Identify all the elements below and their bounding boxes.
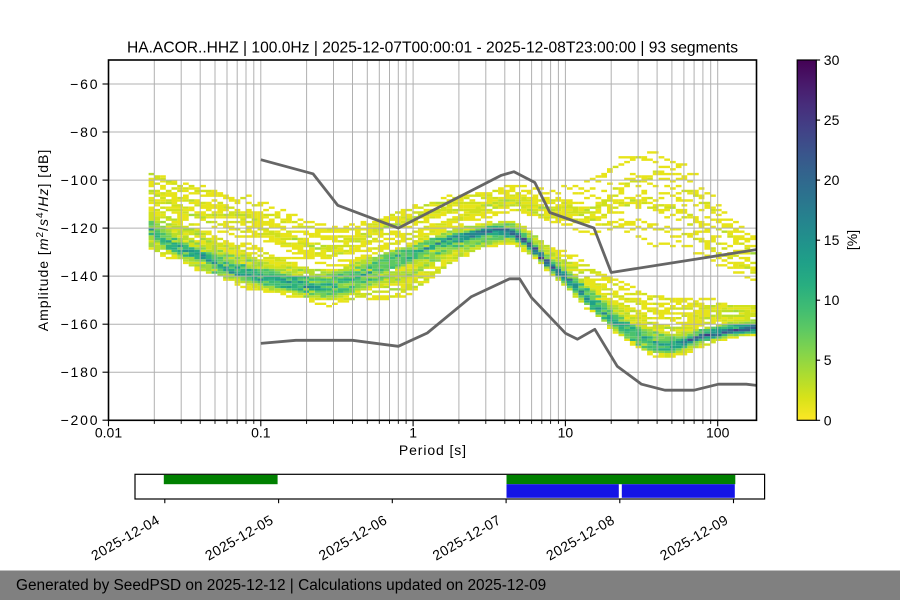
svg-text:[%]: [%] <box>844 230 860 250</box>
svg-text:10: 10 <box>558 425 574 441</box>
svg-text:−80: −80 <box>70 124 99 140</box>
svg-text:−100: −100 <box>61 172 100 188</box>
svg-text:−180: −180 <box>61 364 100 380</box>
svg-text:10: 10 <box>824 292 840 308</box>
svg-text:25: 25 <box>824 112 840 128</box>
svg-text:5: 5 <box>824 352 832 368</box>
svg-text:0.01: 0.01 <box>95 425 122 441</box>
svg-text:0.1: 0.1 <box>251 425 271 441</box>
svg-text:15: 15 <box>824 232 840 248</box>
svg-text:−120: −120 <box>61 220 100 236</box>
svg-text:Amplitude [m2/s4/Hz] [dB]: Amplitude [m2/s4/Hz] [dB] <box>35 149 51 331</box>
svg-text:−160: −160 <box>61 316 100 332</box>
svg-text:Generated by SeedPSD on 2025-1: Generated by SeedPSD on 2025-12-12 | Cal… <box>16 577 546 594</box>
svg-text:−140: −140 <box>61 268 100 284</box>
svg-text:−200: −200 <box>61 412 100 428</box>
svg-text:20: 20 <box>824 172 840 188</box>
svg-text:30: 30 <box>824 52 840 68</box>
svg-text:HA.ACOR..HHZ | 100.0Hz | 2025-: HA.ACOR..HHZ | 100.0Hz | 2025-12-07T00:0… <box>127 40 738 57</box>
svg-text:100: 100 <box>706 425 730 441</box>
svg-text:−60: −60 <box>70 76 99 92</box>
svg-text:Period [s]: Period [s] <box>399 442 467 458</box>
svg-text:0: 0 <box>824 412 832 428</box>
svg-text:1: 1 <box>409 425 417 441</box>
